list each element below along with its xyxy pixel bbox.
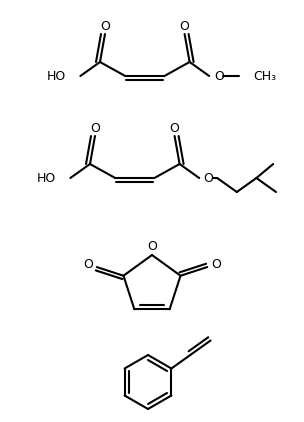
Text: O: O	[170, 122, 180, 135]
Text: O: O	[214, 70, 224, 82]
Text: O: O	[90, 122, 100, 135]
Text: HO: HO	[47, 70, 66, 82]
Text: HO: HO	[37, 171, 57, 184]
Text: O: O	[203, 171, 213, 184]
Text: O: O	[147, 240, 157, 252]
Text: O: O	[83, 258, 93, 271]
Text: O: O	[100, 19, 110, 32]
Text: CH₃: CH₃	[253, 70, 276, 82]
Text: O: O	[180, 19, 189, 32]
Text: O: O	[211, 258, 221, 271]
